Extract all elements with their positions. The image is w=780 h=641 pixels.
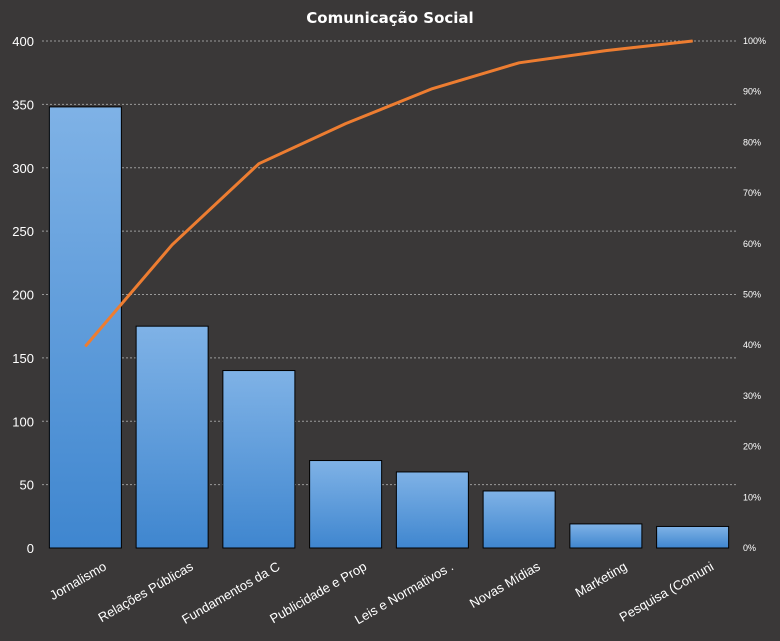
line-point <box>605 50 607 52</box>
line-point <box>345 123 347 125</box>
bar <box>135 325 209 549</box>
x-tick-label: Novas Mídias <box>467 558 543 611</box>
y-right-tick-label: 90% <box>743 87 761 97</box>
y-axis-right: 0% 10% 20% 30% 40% 50% 60% 70% 80% 90% 100% <box>743 36 766 553</box>
y-left-tick-label: 100 <box>12 414 34 429</box>
y-axis-left: 0 50 100 150 200 250 300 350 400 <box>12 34 34 556</box>
cumulative-line <box>84 39 694 348</box>
bar <box>48 106 122 549</box>
y-right-tick-label: 100% <box>743 36 766 46</box>
x-tick-label: Pesquisa (Comuni <box>617 559 717 625</box>
bar <box>656 525 730 549</box>
line-point <box>692 40 694 42</box>
line-point <box>171 244 173 246</box>
line-point <box>258 163 260 165</box>
bar <box>222 370 296 549</box>
y-right-tick-label: 50% <box>743 290 761 300</box>
y-right-tick-label: 60% <box>743 239 761 249</box>
cumulative-percent-line <box>84 39 693 348</box>
x-tick-label: Jornalismo <box>47 559 109 603</box>
y-right-tick-label: 70% <box>743 188 761 198</box>
y-right-tick-label: 40% <box>743 340 761 350</box>
y-left-tick-label: 0 <box>27 541 34 556</box>
x-tick-label: Fundamentos da C <box>179 559 282 627</box>
x-tick-label: Marketing <box>572 559 629 601</box>
bars <box>48 106 730 549</box>
chart-title: Comunicação Social <box>306 9 473 27</box>
y-right-tick-label: 30% <box>743 391 761 401</box>
y-right-tick-label: 0% <box>743 543 756 553</box>
y-left-tick-label: 350 <box>12 97 34 112</box>
bar <box>309 460 383 549</box>
y-right-tick-label: 80% <box>743 137 761 147</box>
y-left-tick-label: 200 <box>12 288 34 303</box>
y-left-tick-label: 50 <box>20 478 34 493</box>
y-right-tick-label: 10% <box>743 492 761 502</box>
line-point <box>84 345 86 347</box>
bar <box>569 523 643 549</box>
line-point <box>518 62 520 64</box>
y-right-tick-label: 20% <box>743 442 761 452</box>
bar <box>482 490 556 549</box>
y-left-tick-label: 250 <box>12 224 34 239</box>
y-left-tick-label: 150 <box>12 351 34 366</box>
bar <box>395 471 469 549</box>
y-left-tick-label: 300 <box>12 161 34 176</box>
y-left-tick-label: 400 <box>12 34 34 49</box>
line-point <box>431 88 433 90</box>
x-tick-label: Leis e Normativos . <box>352 559 456 628</box>
